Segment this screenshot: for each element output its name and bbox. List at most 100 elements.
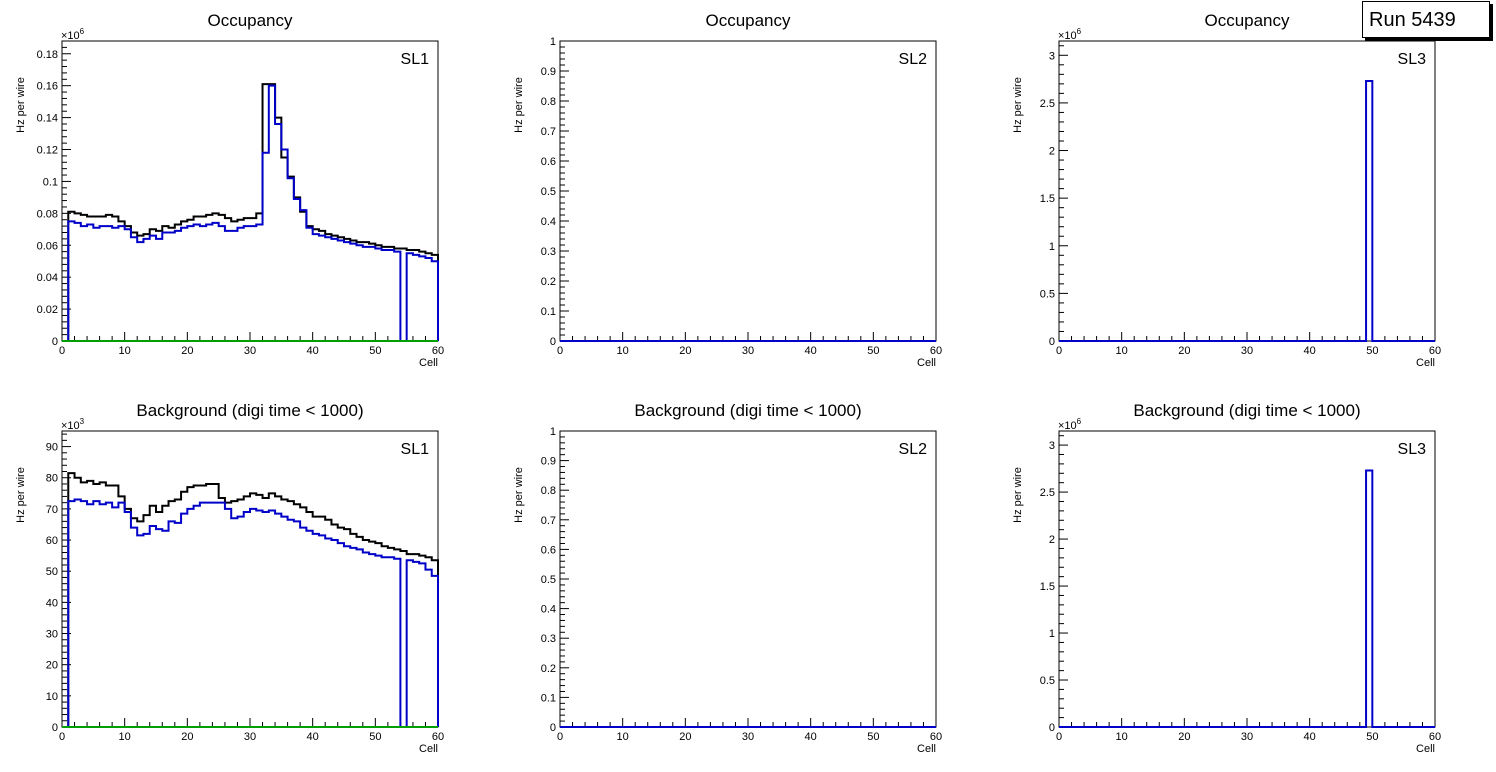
y-tick-label: 0.1 (541, 692, 556, 704)
plot-frame (61, 430, 439, 728)
x-tick-label: 40 (1304, 731, 1316, 743)
x-tick-label: 50 (369, 345, 381, 357)
superlayer-label: SL2 (899, 441, 928, 458)
x-tick-label: 50 (369, 731, 381, 743)
y-exponent-label: ×103 (61, 417, 85, 432)
series-blue-line (1059, 469, 1435, 728)
y-tick-label: 0.6 (541, 544, 556, 556)
chart-bkg-sl3: Background (digi time < 1000) SL3 Hz per w… (1012, 401, 1441, 755)
x-tick-label: 50 (1366, 731, 1378, 743)
y-tick-label: 0 (1049, 336, 1055, 348)
y-tick-label: 10 (46, 691, 58, 703)
x-tick-label: 30 (244, 345, 256, 357)
y-tick-label: 0.9 (541, 66, 556, 78)
x-tick-label: 40 (307, 731, 319, 743)
y-tick-label: 40 (46, 597, 58, 609)
x-axis-label: Cell (917, 743, 936, 755)
y-tick-label: 1.5 (1040, 581, 1055, 593)
x-tick-label: 40 (1304, 345, 1316, 357)
x-axis-label: Cell (419, 357, 438, 369)
y-tick-label: 1 (1049, 241, 1055, 253)
x-tick-label: 20 (1178, 345, 1190, 357)
chart-title: Background (digi time < 1000) (634, 401, 861, 420)
x-tick-label: 20 (1178, 731, 1190, 743)
y-tick-label: 0.12 (37, 145, 58, 157)
x-tick-label: 20 (181, 345, 193, 357)
x-tick-label: 60 (930, 731, 942, 743)
y-tick-label: 0.5 (541, 186, 556, 198)
y-tick-label: 0.02 (37, 304, 58, 316)
y-tick-label: 1 (550, 426, 556, 438)
x-axis-label: Cell (1416, 357, 1435, 369)
y-tick-label: 0.08 (37, 208, 58, 220)
x-tick-label: 50 (867, 731, 879, 743)
y-axis-label: Hz per wire (513, 467, 525, 523)
y-tick-label: 0.8 (541, 96, 556, 108)
y-tick-label: 2.5 (1040, 487, 1055, 499)
x-tick-label: 10 (119, 345, 131, 357)
x-tick-label: 60 (1429, 345, 1441, 357)
y-tick-label: 0.18 (37, 49, 58, 61)
y-tick-label: 0 (550, 336, 556, 348)
x-tick-label: 10 (617, 345, 629, 357)
x-tick-label: 10 (119, 731, 131, 743)
x-tick-label: 60 (1429, 731, 1441, 743)
x-tick-label: 60 (432, 731, 444, 743)
y-tick-label: 2.5 (1040, 98, 1055, 110)
y-tick-label: 0.7 (541, 126, 556, 138)
plot-frame (1058, 40, 1436, 342)
plot-frame (559, 40, 937, 342)
y-exponent-label: ×106 (1058, 27, 1082, 42)
y-tick-label: 3 (1049, 50, 1055, 62)
y-axis-label: Hz per wire (15, 467, 27, 523)
y-tick-label: 0.4 (541, 216, 556, 228)
y-tick-label: 0 (550, 722, 556, 734)
x-tick-label: 30 (244, 731, 256, 743)
x-tick-label: 0 (59, 731, 65, 743)
x-tick-label: 20 (679, 731, 691, 743)
y-tick-label: 0 (52, 722, 58, 734)
x-axis-label: Cell (917, 357, 936, 369)
y-axis-label: Hz per wire (1012, 77, 1024, 133)
superlayer-label: SL3 (1398, 51, 1427, 68)
y-exponent-label: ×106 (61, 27, 85, 42)
superlayer-label: SL1 (401, 51, 430, 68)
y-tick-label: 0.8 (541, 485, 556, 497)
y-tick-label: 0.6 (541, 156, 556, 168)
y-tick-label: 30 (46, 629, 58, 641)
x-tick-label: 30 (1241, 731, 1253, 743)
plot-frame (1058, 430, 1436, 728)
x-tick-label: 50 (867, 345, 879, 357)
y-tick-label: 0 (1049, 722, 1055, 734)
x-tick-label: 40 (805, 345, 817, 357)
x-tick-label: 60 (432, 345, 444, 357)
x-tick-label: 0 (1056, 731, 1062, 743)
series-blue-line (1059, 80, 1435, 342)
y-exponent-label: ×106 (1058, 417, 1082, 432)
x-tick-label: 10 (1116, 345, 1128, 357)
series-total-line (62, 83, 439, 342)
y-tick-label: 90 (46, 442, 58, 454)
x-tick-label: 0 (59, 345, 65, 357)
chart-bkg-sl1: Background (digi time < 1000) SL1 Hz per w… (15, 401, 444, 755)
y-tick-label: 3 (1049, 440, 1055, 452)
x-tick-label: 10 (1116, 731, 1128, 743)
chart-title: Occupancy (705, 11, 791, 30)
y-tick-label: 0.16 (37, 81, 58, 93)
chart-title: Occupancy (1204, 11, 1290, 30)
y-tick-label: 0.3 (541, 633, 556, 645)
y-axis-label: Hz per wire (15, 77, 27, 133)
x-tick-label: 40 (805, 731, 817, 743)
y-tick-label: 50 (46, 566, 58, 578)
y-tick-label: 60 (46, 535, 58, 547)
x-axis-label: Cell (1416, 743, 1435, 755)
superlayer-label: SL3 (1398, 441, 1427, 458)
series-total-line (62, 472, 439, 728)
x-tick-label: 10 (617, 731, 629, 743)
y-tick-label: 0.2 (541, 276, 556, 288)
y-tick-label: 2 (1049, 534, 1055, 546)
y-tick-label: 0.14 (37, 113, 58, 125)
y-tick-label: 0.3 (541, 246, 556, 258)
